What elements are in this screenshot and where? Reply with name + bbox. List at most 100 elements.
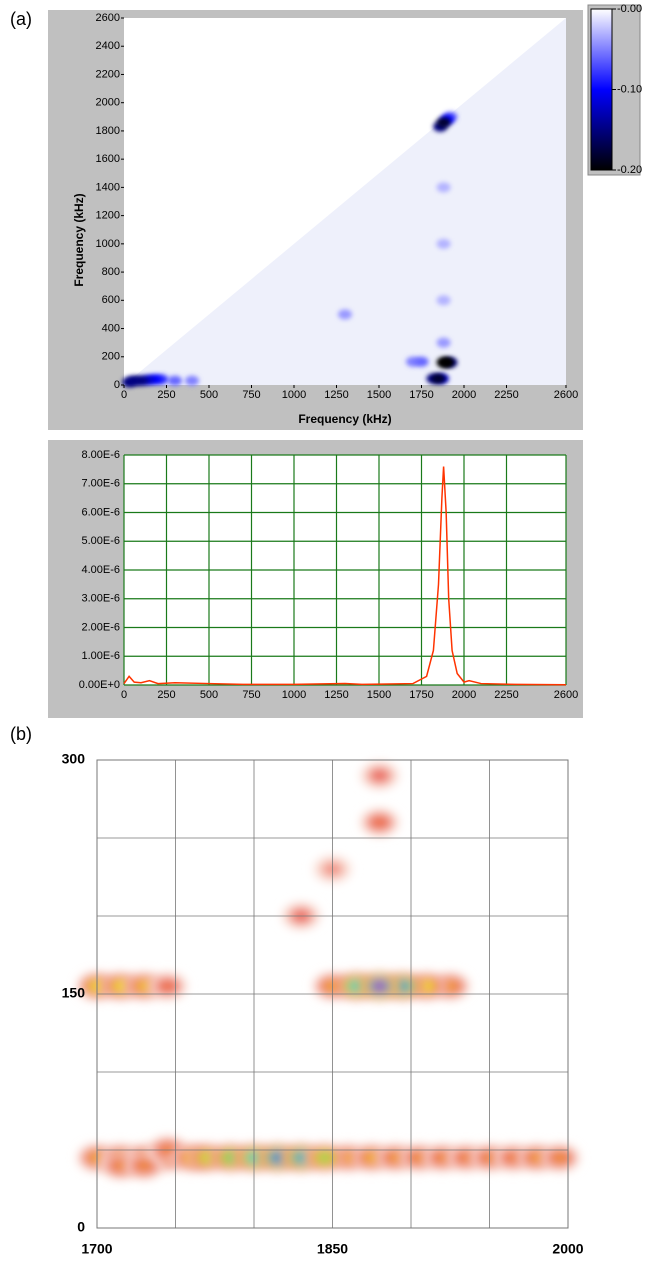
x-axis-label: Frequency (kHz) bbox=[298, 412, 391, 426]
y-tick-label: 800 bbox=[102, 266, 120, 278]
y-tick-label: 2000 bbox=[96, 97, 120, 109]
heat-level bbox=[395, 980, 411, 992]
x-tick-label: 1000 bbox=[282, 389, 306, 401]
heat-cell bbox=[147, 972, 188, 1001]
y-tick-label: 8.00E-6 bbox=[81, 449, 120, 461]
heat-spot bbox=[122, 377, 137, 388]
heat-level bbox=[113, 1160, 129, 1171]
colorbar bbox=[590, 8, 613, 171]
y-tick-label: 1000 bbox=[96, 238, 120, 250]
heat-level bbox=[136, 980, 152, 992]
heat-cell bbox=[359, 808, 400, 837]
heat-spot bbox=[436, 182, 451, 193]
data-region bbox=[124, 18, 566, 385]
x-tick-label: 1000 bbox=[282, 689, 306, 701]
heat-level bbox=[419, 980, 435, 992]
x-tick-label: 0 bbox=[121, 689, 127, 701]
y-tick-label: 5.00E-6 bbox=[81, 535, 120, 547]
heat-level bbox=[411, 1152, 427, 1164]
heat-level bbox=[113, 980, 129, 992]
x-tick-label: 1500 bbox=[367, 689, 391, 701]
x-tick-label: 1750 bbox=[409, 389, 433, 401]
heat-cell bbox=[436, 182, 451, 193]
x-tick-label: 2250 bbox=[494, 689, 518, 701]
heat-cell bbox=[436, 295, 451, 306]
heat-spot bbox=[436, 238, 451, 249]
x-tick-label: 500 bbox=[200, 689, 218, 701]
heat-level bbox=[458, 1152, 474, 1164]
heat-spot bbox=[436, 117, 451, 128]
y-tick-label: 150 bbox=[62, 985, 86, 1001]
heat-cell bbox=[436, 117, 451, 128]
heat-level bbox=[340, 1152, 356, 1164]
x-tick-label: 2600 bbox=[554, 389, 578, 401]
heat-cell bbox=[185, 375, 199, 386]
heat-cell bbox=[414, 356, 429, 367]
y-tick-label: 0 bbox=[114, 379, 120, 391]
x-tick-label: 2000 bbox=[452, 689, 476, 701]
x-tick-label: 2000 bbox=[452, 389, 476, 401]
heat-cell bbox=[122, 377, 137, 388]
colorbar-tick-label: -0.10 bbox=[617, 83, 642, 95]
line bbox=[123, 466, 567, 686]
heat-cell bbox=[338, 309, 352, 320]
panel-label: (a) bbox=[10, 9, 32, 29]
heat-cell bbox=[168, 375, 182, 386]
plot-border bbox=[96, 759, 569, 1229]
heat-level bbox=[372, 817, 388, 828]
x-tick-label: 2600 bbox=[554, 689, 578, 701]
heat-level bbox=[222, 1152, 238, 1164]
y-tick-label: 1200 bbox=[96, 210, 120, 222]
heat-spot bbox=[168, 375, 182, 386]
heat-level bbox=[505, 1152, 521, 1164]
heat-level bbox=[348, 980, 364, 992]
y-tick-label: 2200 bbox=[96, 68, 120, 80]
x-tick-label: 2000 bbox=[552, 1241, 583, 1257]
y-tick-label: 1.00E-6 bbox=[81, 650, 120, 662]
colorbar-tick-label: -0.20 bbox=[617, 164, 642, 176]
y-tick-label: 1400 bbox=[96, 181, 120, 193]
x-tick-label: 1700 bbox=[81, 1241, 112, 1257]
y-tick-label: 7.00E-6 bbox=[81, 478, 120, 490]
y-tick-label: 400 bbox=[102, 322, 120, 334]
heat-level bbox=[136, 1160, 152, 1171]
heat-level bbox=[199, 1152, 215, 1164]
heat-level bbox=[442, 980, 458, 992]
y-tick-label: 6.00E-6 bbox=[81, 506, 120, 518]
heat-level bbox=[434, 1152, 450, 1164]
heat-cell bbox=[359, 761, 400, 790]
colorbar-tick-label: -0.00 bbox=[617, 3, 642, 15]
heat-cell bbox=[124, 1151, 165, 1180]
y-tick-label: 600 bbox=[102, 294, 120, 306]
x-tick-label: 1250 bbox=[324, 389, 348, 401]
heat-level bbox=[529, 1152, 545, 1164]
heat-spot bbox=[185, 375, 199, 386]
x-tick-label: 2250 bbox=[494, 389, 518, 401]
y-tick-label: 1600 bbox=[96, 153, 120, 165]
heat-cell bbox=[304, 1143, 345, 1172]
y-tick-label: 4.00E-6 bbox=[81, 564, 120, 576]
heat-spot bbox=[431, 373, 446, 384]
x-tick-label: 0 bbox=[121, 389, 127, 401]
x-tick-label: 250 bbox=[157, 389, 175, 401]
y-tick-label: 2600 bbox=[96, 12, 120, 24]
x-tick-label: 1750 bbox=[409, 689, 433, 701]
y-tick-label: 1800 bbox=[96, 125, 120, 137]
heat-cell bbox=[281, 902, 322, 930]
heat-cell bbox=[359, 972, 400, 1001]
y-tick-label: 3.00E-6 bbox=[81, 593, 120, 605]
heat-level bbox=[293, 1152, 309, 1164]
plot-content bbox=[123, 454, 567, 686]
heat-cell bbox=[440, 357, 454, 368]
heat-level bbox=[387, 1152, 403, 1164]
heat-level bbox=[364, 1152, 380, 1164]
x-tick-label: 500 bbox=[200, 389, 218, 401]
y-tick-label: 300 bbox=[62, 751, 86, 767]
heat-level bbox=[270, 1152, 286, 1164]
heat-level bbox=[160, 980, 176, 992]
heat-spot bbox=[414, 356, 429, 367]
x-tick-label: 250 bbox=[157, 689, 175, 701]
x-tick-label: 1500 bbox=[367, 389, 391, 401]
heat-spot bbox=[436, 337, 451, 348]
